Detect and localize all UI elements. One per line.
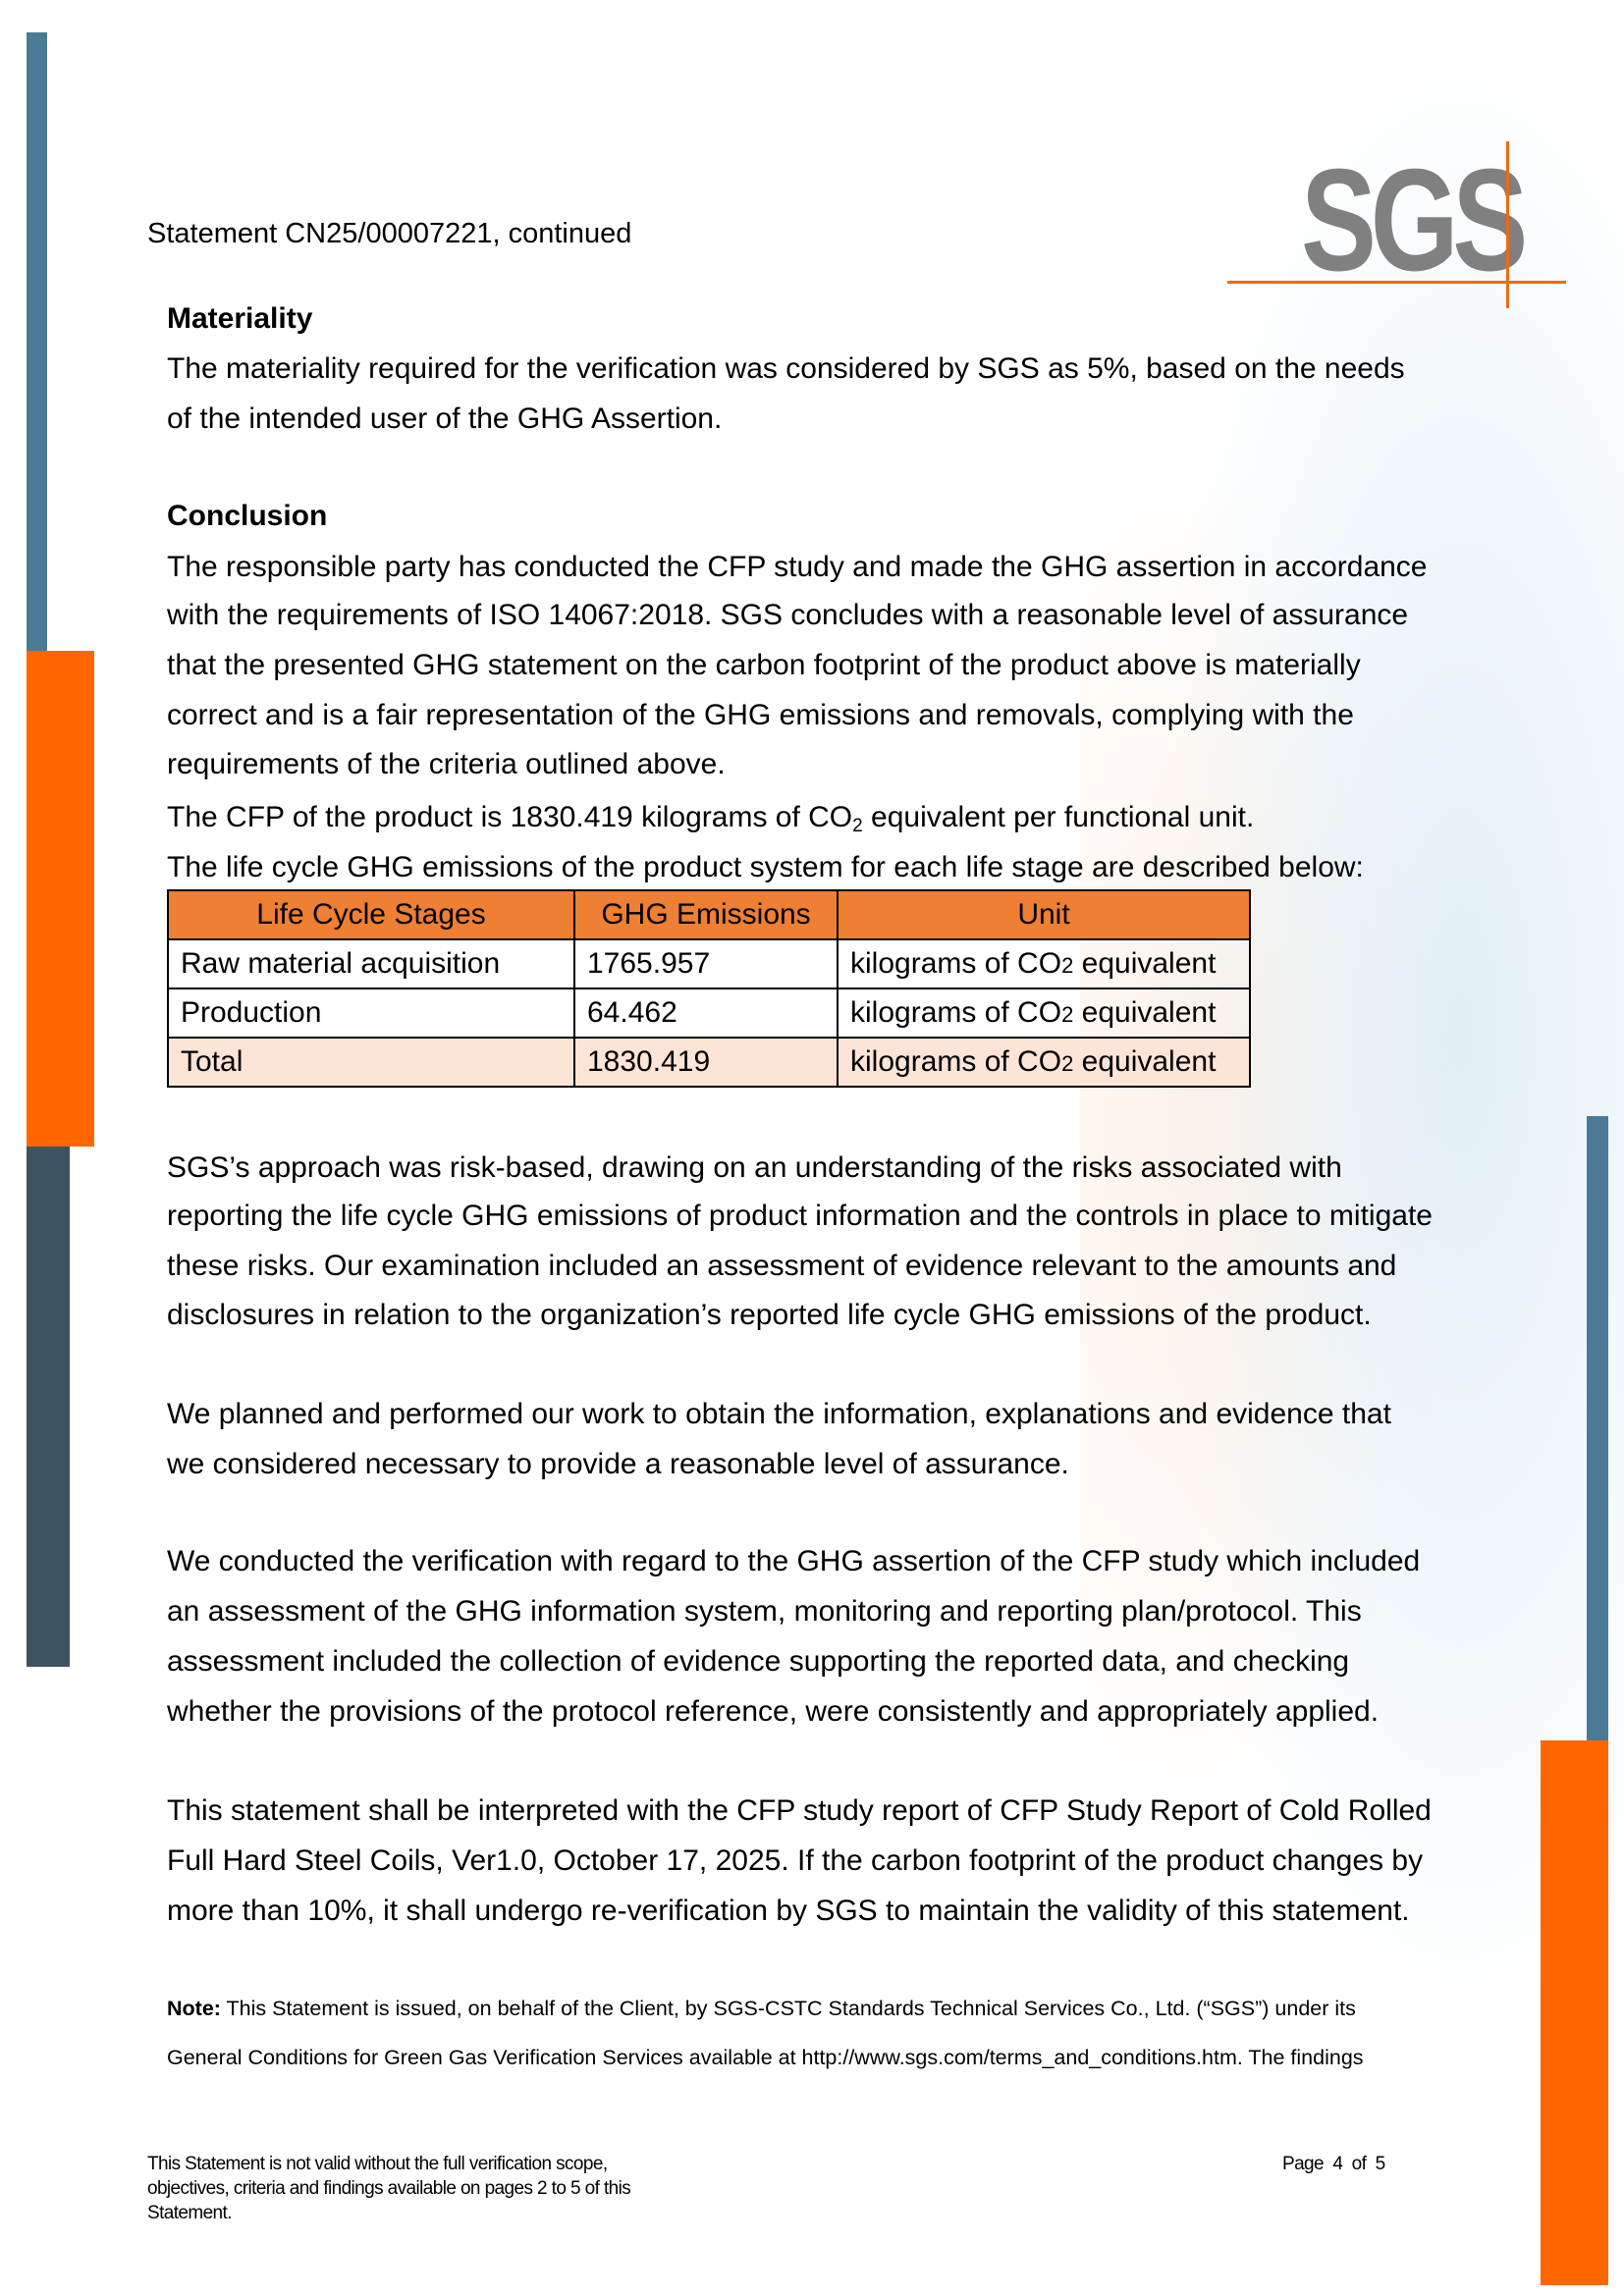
- paragraph-line: SGS’s approach was risk-based, drawing o…: [167, 1151, 1342, 1184]
- paragraph-line: we considered necessary to provide a rea…: [167, 1448, 1069, 1480]
- note-line: General Conditions for Green Gas Verific…: [167, 2046, 1364, 2069]
- cfp-result: The CFP of the product is 1830.419 kilog…: [167, 800, 1254, 844]
- stage-cell: Raw material acquisition: [167, 938, 575, 989]
- stage-cell: Total: [167, 1037, 575, 1088]
- table-row: Production 64.462 kilograms of CO2 equiv…: [167, 988, 1251, 1039]
- unit-cell: kilograms of CO2 equivalent: [837, 988, 1251, 1039]
- stage-cell: Production: [167, 988, 575, 1039]
- left-bar-dark: [27, 1147, 70, 1667]
- value-cell: 1765.957: [573, 938, 839, 989]
- conclusion-line: correct and is a fair representation of …: [167, 699, 1354, 731]
- paragraph-line: Full Hard Steel Coils, Ver1.0, October 1…: [167, 1844, 1424, 1877]
- left-bar-orange: [27, 651, 94, 1147]
- conclusion-heading: Conclusion: [167, 500, 328, 532]
- column-header: GHG Emissions: [573, 889, 839, 940]
- life-cycle-table: Life Cycle Stages GHG Emissions Unit Raw…: [167, 889, 1251, 1088]
- page-number: Page 4 of 5: [1282, 2154, 1385, 2174]
- right-bar-orange: [1541, 1740, 1608, 2285]
- paragraph-line: This statement shall be interpreted with…: [167, 1794, 1432, 1827]
- paragraph-line: assessment included the collection of ev…: [167, 1645, 1350, 1678]
- conclusion-line: with the requirements of ISO 14067:2018.…: [167, 599, 1409, 631]
- materiality-line: The materiality required for the verific…: [167, 352, 1405, 385]
- paragraph-line: more than 10%, it shall undergo re-verif…: [167, 1895, 1410, 1927]
- unit-cell: kilograms of CO2 equivalent: [837, 938, 1251, 989]
- paragraph-line: disclosures in relation to the organizat…: [167, 1299, 1372, 1331]
- conclusion-line: that the presented GHG statement on the …: [167, 649, 1361, 681]
- paragraph-line: We conducted the verification with regar…: [167, 1545, 1421, 1577]
- value-cell: 1830.419: [573, 1037, 839, 1088]
- column-header: Unit: [837, 889, 1251, 940]
- paragraph-line: reporting the life cycle GHG emissions o…: [167, 1200, 1433, 1232]
- paragraph-line: We planned and performed our work to obt…: [167, 1398, 1391, 1430]
- table-row-total: Total 1830.419 kilograms of CO2 equivale…: [167, 1037, 1251, 1088]
- conclusion-line: requirements of the criteria outlined ab…: [167, 748, 726, 780]
- cfp-text: The CFP of the product is 1830.419 kilog…: [167, 801, 853, 833]
- note-label: Note:: [167, 1997, 221, 2020]
- column-header: Life Cycle Stages: [167, 889, 575, 940]
- table-header-row: Life Cycle Stages GHG Emissions Unit: [167, 889, 1251, 940]
- materiality-heading: Materiality: [167, 302, 313, 335]
- table-intro: The life cycle GHG emissions of the prod…: [167, 851, 1364, 883]
- conclusion-line: The responsible party has conducted the …: [167, 551, 1428, 583]
- value-cell: 64.462: [573, 988, 839, 1039]
- note-line: Note: This Statement is issued, on behal…: [167, 1997, 1356, 2020]
- left-bar-blue: [27, 32, 47, 651]
- paragraph-line: these risks. Our examination included an…: [167, 1250, 1397, 1282]
- paragraph-line: whether the provisions of the protocol r…: [167, 1695, 1380, 1728]
- footer-disclaimer: This Statement is not valid without the …: [147, 2154, 631, 2223]
- table-row: Raw material acquisition 1765.957 kilogr…: [167, 938, 1251, 989]
- materiality-line: of the intended user of the GHG Assertio…: [167, 402, 723, 435]
- right-bar-blue: [1587, 1116, 1608, 1740]
- cfp-text-end: equivalent per functional unit.: [862, 801, 1255, 833]
- paragraph-line: an assessment of the GHG information sys…: [167, 1595, 1362, 1628]
- background-guilloche-pattern: [1080, 59, 1624, 2218]
- cfp-subscript: 2: [852, 816, 863, 836]
- unit-cell: kilograms of CO2 equivalent: [837, 1037, 1251, 1088]
- sgs-logo: SGS: [1227, 137, 1566, 309]
- statement-header: Statement CN25/00007221, continued: [147, 218, 632, 249]
